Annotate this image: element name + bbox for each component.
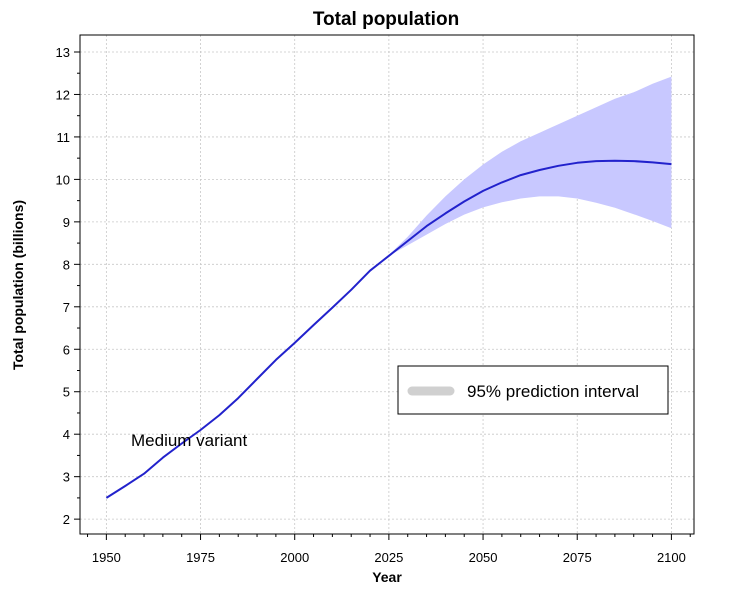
y-tick-labels: 2 3 4 5 6 7 8 9 10 11 12 13 bbox=[56, 45, 70, 527]
medium-variant-line bbox=[105, 159, 672, 499]
x-tick-label: 2075 bbox=[563, 550, 592, 565]
y-tick-label: 2 bbox=[63, 512, 70, 527]
y-tick-label: 7 bbox=[63, 300, 70, 315]
y-tick-label: 12 bbox=[56, 87, 70, 102]
series-lines bbox=[105, 159, 672, 499]
x-tick-label: 2050 bbox=[469, 550, 498, 565]
y-tick-label: 10 bbox=[56, 172, 70, 187]
y-tick-label: 3 bbox=[63, 470, 70, 485]
y-tick-label: 11 bbox=[57, 130, 71, 145]
x-tick-label: 2000 bbox=[280, 550, 309, 565]
grid bbox=[80, 35, 694, 534]
legend-label: 95% prediction interval bbox=[467, 382, 639, 401]
x-axis-label: Year bbox=[372, 569, 402, 585]
medium-variant-annotation: Medium variant bbox=[131, 431, 247, 450]
y-tick-label: 5 bbox=[63, 385, 70, 400]
axis-ticks bbox=[74, 51, 691, 540]
y-tick-label: 9 bbox=[63, 215, 70, 230]
y-tick-label: 13 bbox=[56, 45, 70, 60]
x-tick-label: 1950 bbox=[92, 550, 121, 565]
x-tick-label: 2025 bbox=[374, 550, 403, 565]
chart-title: Total population bbox=[313, 9, 459, 30]
x-tick-labels: 1950 1975 2000 2025 2050 2075 2100 bbox=[92, 550, 686, 565]
x-tick-label: 2100 bbox=[657, 550, 686, 565]
plot-frame bbox=[79, 34, 695, 535]
y-tick-label: 6 bbox=[63, 342, 70, 357]
prediction-interval-area bbox=[388, 76, 672, 256]
y-axis-label: Total population (billions) bbox=[10, 200, 26, 370]
legend: 95% prediction interval bbox=[397, 365, 669, 415]
y-tick-label: 8 bbox=[63, 257, 70, 272]
prediction-interval-band bbox=[388, 76, 672, 256]
x-tick-label: 1975 bbox=[186, 550, 215, 565]
y-tick-label: 4 bbox=[63, 427, 70, 442]
